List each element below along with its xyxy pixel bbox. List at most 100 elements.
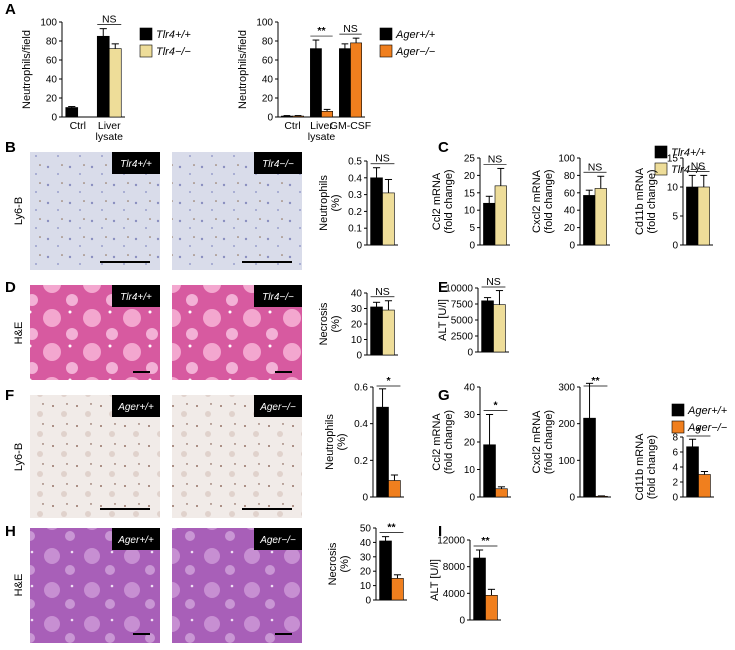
y-tick-label: 0.4	[354, 419, 368, 430]
error-bar	[483, 297, 492, 301]
y-tick-label: 8000	[443, 562, 466, 573]
y-tick-label: 300	[558, 383, 575, 394]
bar	[483, 444, 496, 498]
label-box	[112, 528, 160, 550]
stain-label: H&E	[13, 322, 25, 345]
y-tick-label: 5	[672, 212, 678, 223]
bar	[583, 417, 596, 498]
error-bar	[688, 438, 697, 447]
bar	[594, 188, 607, 246]
error-bar	[341, 43, 349, 49]
bar	[310, 48, 322, 118]
significance-label: **	[591, 375, 600, 387]
y-tick-label: 7500	[451, 300, 474, 311]
legend-swatch	[139, 44, 153, 58]
y-tick-label: 10	[360, 581, 372, 592]
bar-chart: 0 0.1 0.2 0.3 0.4 0.5 Neutrophils(%) NS	[318, 153, 398, 252]
significance-label: **	[387, 522, 396, 534]
x-tick-label: Ctrl	[284, 120, 300, 132]
error-bar	[352, 37, 360, 43]
error-bar	[323, 108, 331, 112]
genotype-label: Ager−/−	[259, 535, 296, 546]
bar	[379, 540, 392, 601]
y-tick-label: 6	[672, 448, 678, 459]
y-axis-label: ALT [U/l]	[437, 299, 449, 341]
y-tick-label: 0	[362, 493, 368, 504]
bar	[292, 115, 304, 118]
significance-label: NS	[375, 286, 390, 298]
error-bar	[378, 388, 387, 408]
error-bar	[384, 178, 393, 193]
bar-chart: 0 20 40 60 80 100 Neutrophils/field Ctrl Liver ly…	[21, 14, 191, 143]
y-tick-label: 20	[46, 94, 58, 105]
y-tick-label: 10	[464, 206, 476, 217]
bar-chart: 0 2500 5000 7500 10000 ALT [U/l] NS	[437, 276, 509, 359]
y-axis-label: Ccl2 mRNA(fold change)	[431, 169, 455, 233]
y-tick-label: 4	[672, 463, 678, 474]
label-box	[254, 285, 302, 307]
y-tick-label: 60	[262, 56, 274, 67]
significance-label: NS	[691, 160, 706, 172]
bar	[321, 111, 333, 118]
bar-chart: 0 0.2 0.4 0.6 Neutrophils(%) *	[324, 375, 404, 504]
legend-swatch	[379, 27, 393, 41]
label-box	[254, 395, 302, 417]
y-tick-label: 5000	[451, 316, 474, 327]
y-axis-label: Neutrophils(%)	[324, 414, 348, 470]
significance-label: NS	[102, 14, 117, 26]
significance-label: *	[696, 425, 701, 437]
y-tick-label: 25	[464, 154, 476, 165]
legend-swatch	[654, 162, 668, 176]
error-bar	[597, 175, 605, 189]
y-tick-label: 0	[672, 241, 678, 252]
bar	[583, 195, 596, 246]
y-tick-label: 15	[464, 188, 476, 199]
legend-swatch	[139, 27, 153, 41]
y-axis-label: ALT [U/l]	[429, 559, 441, 601]
genotype-label: Ager+/+	[117, 535, 154, 546]
error-bar	[393, 574, 402, 579]
significance-label: NS	[488, 153, 503, 165]
y-tick-label: 4000	[443, 589, 466, 600]
y-tick-label: 0	[672, 493, 678, 504]
error-bar	[688, 174, 696, 187]
bar	[370, 177, 383, 246]
genotype-label: Tlr4−/−	[262, 159, 294, 170]
panel-letter: F	[5, 387, 14, 404]
y-tick-label: 0.3	[348, 190, 362, 201]
panel-letter: D	[5, 279, 16, 296]
y-tick-label: 40	[46, 75, 58, 86]
error-bar	[381, 536, 390, 541]
error-bar	[99, 28, 107, 37]
y-tick-label: 0	[365, 596, 371, 607]
panel-letter: I	[438, 523, 442, 540]
label-box	[112, 285, 160, 307]
legend-label: Tlr4−/−	[156, 46, 191, 58]
y-tick-label: 0	[356, 241, 362, 252]
label-box	[254, 152, 302, 174]
label-box	[254, 528, 302, 550]
y-tick-label: 15	[667, 154, 679, 165]
y-tick-label: 0	[569, 493, 575, 504]
error-bar	[585, 189, 593, 196]
y-tick-label: 2	[672, 478, 678, 489]
significance-label: NS	[343, 23, 358, 35]
legend-label: Ager+/+	[395, 29, 436, 41]
panel-letter: E	[438, 279, 448, 296]
error-bar	[372, 167, 381, 178]
panel-letter: B	[5, 139, 16, 156]
y-tick-label: 20	[464, 438, 476, 449]
label-box	[112, 395, 160, 417]
stain-label: H&E	[13, 574, 25, 597]
bar-chart: 0 4000 8000 12000 ALT [U/l] **	[429, 535, 501, 627]
error-bar	[372, 301, 381, 307]
bar	[376, 406, 389, 498]
y-axis-label: Cd11b mRNA(fold change)	[634, 433, 658, 501]
x-tick-label: Liver lysate	[308, 120, 336, 143]
y-axis-label: Cxcl2 mRNA(fold change)	[531, 169, 555, 233]
y-tick-label: 40	[464, 383, 476, 394]
